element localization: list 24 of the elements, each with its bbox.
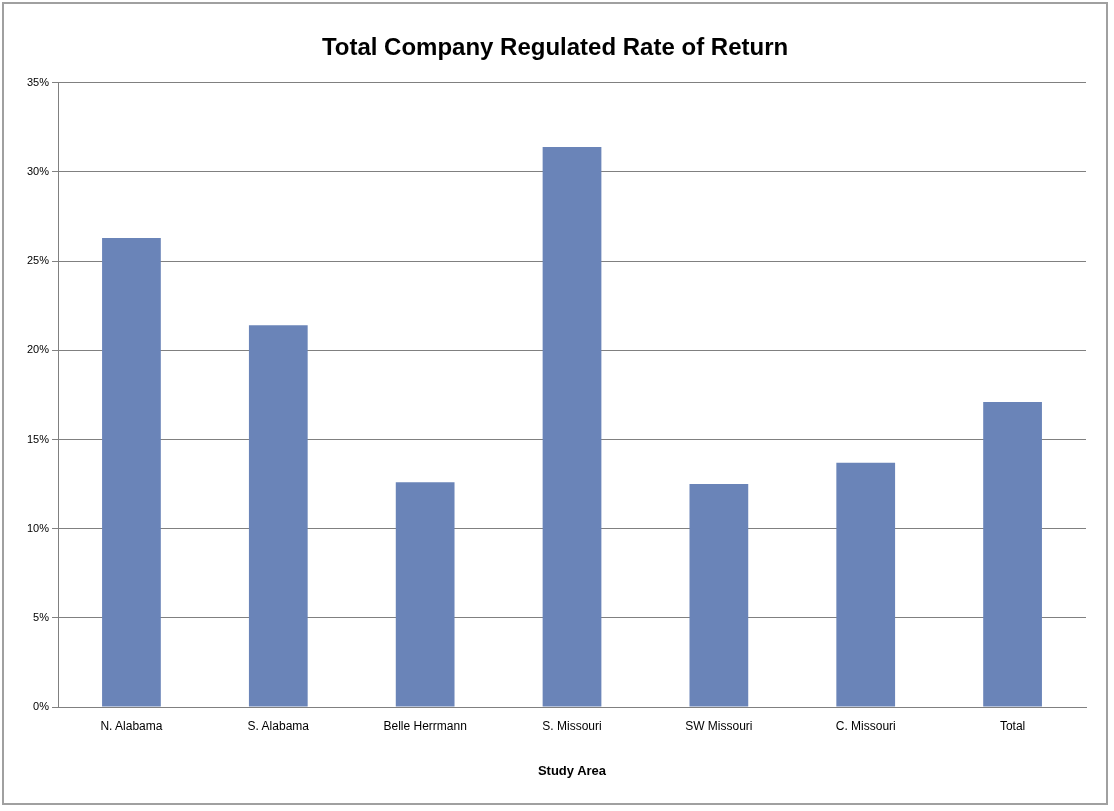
bar <box>542 147 602 707</box>
y-tick-label: 30% <box>26 165 50 177</box>
bar <box>836 462 896 707</box>
y-tick-label: 0% <box>33 700 50 713</box>
x-tick-label: N. Alabama <box>100 718 163 733</box>
y-tick-label: 5% <box>33 610 50 623</box>
bar <box>983 402 1042 707</box>
x-tick-label: Belle Herrmann <box>383 718 467 733</box>
chart-title: Total Company Regulated Rate of Return <box>321 33 789 61</box>
bar <box>689 484 749 707</box>
bar <box>248 325 308 707</box>
x-tick-label: S. Alabama <box>247 718 310 733</box>
y-tick-label: 15% <box>26 432 50 445</box>
y-tick-label: 10% <box>26 521 50 534</box>
x-tick-label: Total <box>999 718 1026 733</box>
bar <box>102 237 161 707</box>
bar <box>395 482 455 707</box>
x-axis-title: Study Area <box>537 762 607 778</box>
x-tick-label: SW Missouri <box>685 718 753 733</box>
x-tick-label: S. Missouri <box>542 718 602 733</box>
x-tick-label: C. Missouri <box>835 718 896 733</box>
y-tick-label: 20% <box>26 343 50 356</box>
y-tick-label: 25% <box>26 254 50 267</box>
y-tick-label: 35% <box>26 75 50 88</box>
